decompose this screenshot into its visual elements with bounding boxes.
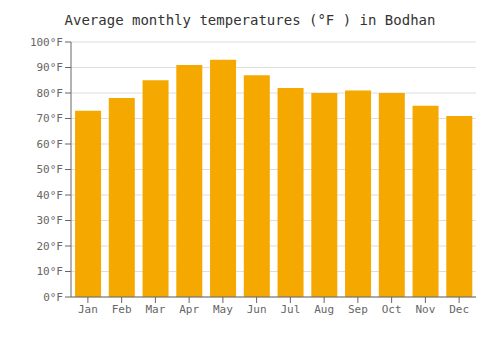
svg-text:60°F: 60°F	[37, 138, 64, 151]
svg-text:70°F: 70°F	[37, 112, 64, 125]
svg-text:20°F: 20°F	[37, 240, 64, 253]
svg-text:40°F: 40°F	[37, 189, 64, 202]
svg-text:Mar: Mar	[145, 303, 165, 316]
svg-text:90°F: 90°F	[37, 61, 64, 74]
svg-text:Oct: Oct	[382, 303, 402, 316]
svg-text:100°F: 100°F	[30, 36, 63, 49]
svg-text:Dec: Dec	[449, 303, 469, 316]
svg-text:50°F: 50°F	[37, 163, 64, 176]
svg-text:Jan: Jan	[78, 303, 98, 316]
svg-text:Aug: Aug	[314, 303, 334, 316]
svg-text:30°F: 30°F	[37, 214, 64, 227]
svg-text:Feb: Feb	[112, 303, 132, 316]
svg-text:10°F: 10°F	[37, 265, 64, 278]
svg-text:Apr: Apr	[179, 303, 199, 316]
html-text:Average monthly temperatures (: Average monthly temperatures (°F ) in Bo…	[64, 12, 436, 28]
svg-text:Jun: Jun	[247, 303, 267, 316]
svg-text:0°F: 0°F	[43, 291, 63, 304]
svg-text:May: May	[213, 303, 233, 316]
svg-text:80°F: 80°F	[37, 87, 64, 100]
svg-text:Jul: Jul	[280, 303, 300, 316]
svg-text:Sep: Sep	[348, 303, 368, 316]
svg-text:Nov: Nov	[415, 303, 435, 316]
